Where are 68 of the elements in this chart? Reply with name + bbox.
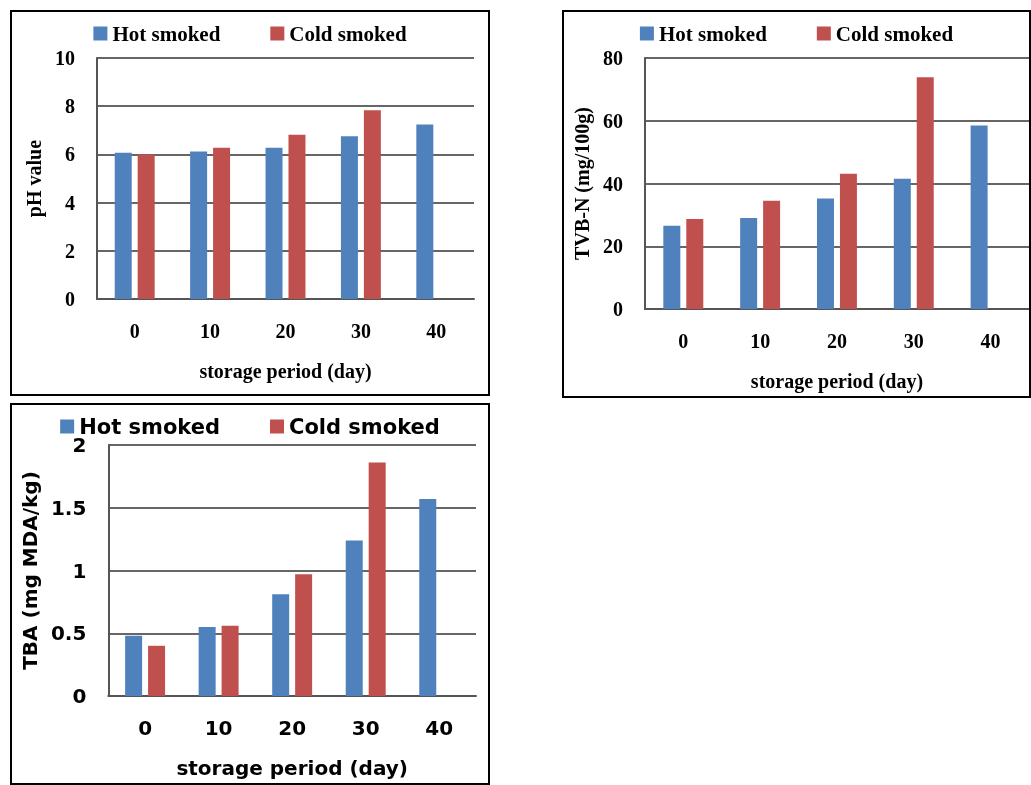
bar bbox=[686, 218, 704, 309]
x-tick-label: 10 bbox=[204, 716, 233, 740]
x-tick-label: 30 bbox=[903, 330, 924, 352]
y-tick-label: 4 bbox=[65, 191, 75, 214]
bar bbox=[345, 540, 363, 696]
y-axis-title: TBA (mg MDA/kg) bbox=[18, 471, 42, 670]
legend-label: Cold smoked bbox=[289, 21, 407, 46]
y-tick-label: 2 bbox=[65, 239, 75, 262]
x-tick-label: 30 bbox=[350, 320, 371, 342]
y-tick-label: 1.5 bbox=[50, 495, 87, 520]
y-axis-title: TVB-N (mg/100g) bbox=[571, 107, 594, 260]
y-tick-label: 0.5 bbox=[50, 621, 87, 646]
y-tick-label: 0 bbox=[72, 684, 87, 708]
bar bbox=[198, 626, 216, 696]
x-tick-label: 40 bbox=[426, 320, 447, 342]
y-tick-label: 80 bbox=[602, 47, 623, 69]
bar bbox=[816, 198, 834, 309]
bar bbox=[363, 110, 381, 299]
x-axis-title: storage period (day) bbox=[750, 370, 924, 393]
y-tick-label: 20 bbox=[602, 235, 623, 258]
bar bbox=[663, 225, 681, 309]
y-tick-label: 60 bbox=[602, 109, 623, 132]
x-tick-label: 10 bbox=[750, 330, 771, 352]
legend-label: Hot smoked bbox=[112, 21, 221, 46]
bar bbox=[272, 594, 290, 696]
bar bbox=[288, 134, 306, 299]
bar bbox=[839, 173, 857, 309]
bar bbox=[125, 635, 143, 696]
bar bbox=[295, 574, 313, 696]
y-axis-title: pH value bbox=[23, 139, 47, 218]
x-tick-label: 10 bbox=[200, 320, 221, 342]
x-tick-label: 30 bbox=[351, 716, 380, 740]
legend-label: Cold smoked bbox=[288, 414, 440, 439]
y-tick-label: 6 bbox=[65, 143, 75, 166]
bar bbox=[893, 178, 911, 309]
bar bbox=[916, 77, 934, 309]
bar bbox=[970, 125, 988, 309]
legend-label: Cold smoked bbox=[835, 21, 954, 46]
x-tick-label: 20 bbox=[826, 330, 847, 352]
bar bbox=[190, 151, 208, 299]
x-tick-label: 0 bbox=[138, 716, 153, 740]
y-tick-label: 40 bbox=[602, 172, 623, 195]
bar bbox=[137, 154, 155, 299]
y-tick-label: 8 bbox=[65, 95, 75, 118]
bar bbox=[148, 645, 166, 696]
legend-label: Hot smoked bbox=[658, 21, 768, 46]
y-tick-label: 0 bbox=[612, 298, 623, 320]
bar bbox=[213, 147, 231, 299]
bar bbox=[419, 498, 437, 696]
bar bbox=[114, 152, 132, 299]
bar bbox=[416, 124, 434, 299]
y-tick-label: 0 bbox=[65, 288, 75, 310]
x-tick-label: 40 bbox=[425, 716, 454, 740]
x-tick-label: 40 bbox=[980, 330, 1001, 352]
bar bbox=[368, 462, 386, 696]
x-axis-title: storage period (day) bbox=[199, 360, 372, 383]
bar bbox=[763, 200, 781, 309]
bar bbox=[265, 147, 283, 299]
x-tick-label: 0 bbox=[129, 320, 140, 342]
bar bbox=[340, 136, 358, 299]
y-tick-label: 1 bbox=[72, 558, 87, 583]
x-tick-label: 20 bbox=[278, 716, 307, 740]
bar bbox=[740, 218, 758, 309]
x-axis-title: storage period (day) bbox=[176, 756, 408, 780]
bar bbox=[221, 625, 239, 696]
y-tick-label: 10 bbox=[55, 47, 75, 69]
x-tick-label: 20 bbox=[275, 320, 296, 342]
x-tick-label: 0 bbox=[678, 330, 689, 352]
